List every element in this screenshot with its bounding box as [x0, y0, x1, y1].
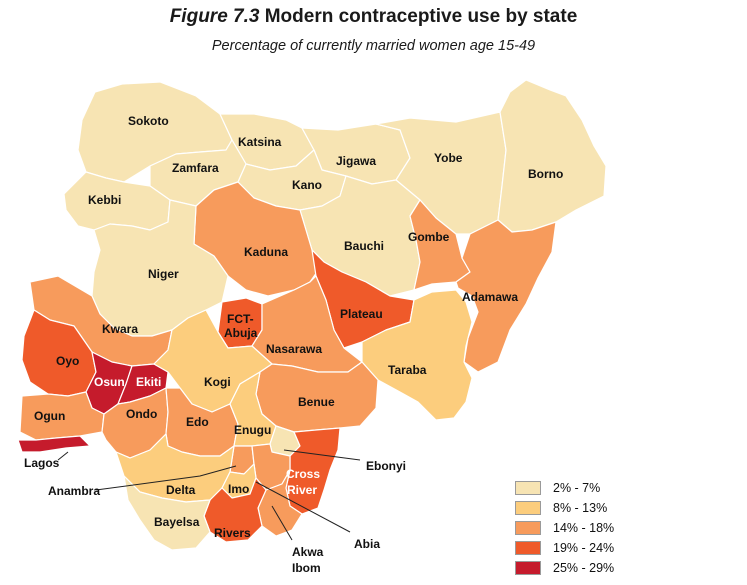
label-abia: Abia	[354, 537, 380, 551]
label-rivers: Rivers	[214, 526, 251, 540]
figure-number: Figure 7.3	[169, 6, 260, 27]
label-jigawa: Jigawa	[336, 154, 376, 168]
state-bayelsa[interactable]	[123, 475, 211, 551]
label-ogun: Ogun	[34, 409, 65, 423]
legend-item-class3: 14% - 18%	[515, 518, 614, 538]
legend-item-class5: 25% - 29%	[515, 558, 614, 578]
leader-line-anambra	[95, 465, 237, 491]
label-anambra: Anambra	[48, 484, 100, 498]
state-adamawa[interactable]	[455, 219, 557, 373]
leader-line-akwa-ibom	[271, 505, 293, 541]
legend-swatch-class5	[515, 561, 541, 575]
label-bauchi: Bauchi	[344, 239, 384, 253]
leader-line-ebonyi	[283, 449, 361, 461]
legend-item-class4: 19% - 24%	[515, 538, 614, 558]
label-osun: Osun	[94, 375, 125, 389]
label-ondo: Ondo	[126, 407, 157, 421]
label-imo: Imo	[228, 482, 249, 496]
label-fct-line2: Abuja	[224, 326, 258, 340]
label-lagos: Lagos	[24, 456, 60, 470]
label-kwara: Kwara	[102, 322, 138, 336]
map-legend: 2% - 7% 8% - 13% 14% - 18% 19% - 24% 25%…	[515, 478, 614, 578]
label-ekiti: Ekiti	[136, 375, 161, 389]
label-adamawa: Adamawa	[462, 290, 518, 304]
label-kogi: Kogi	[204, 375, 231, 389]
label-cross-river-line2: River	[287, 483, 317, 497]
label-katsina: Katsina	[238, 135, 282, 149]
label-kaduna: Kaduna	[244, 245, 288, 259]
label-plateau: Plateau	[340, 307, 383, 321]
legend-label-class5: 25% - 29%	[553, 561, 615, 575]
label-edo: Edo	[186, 415, 209, 429]
state-borno[interactable]	[497, 79, 607, 233]
label-yobe: Yobe	[434, 151, 463, 165]
label-gombe: Gombe	[408, 230, 450, 244]
legend-label-class1: 2% - 7%	[553, 481, 601, 495]
legend-swatch-class1	[515, 481, 541, 495]
legend-label-class4: 19% - 24%	[553, 541, 615, 555]
legend-item-class2: 8% - 13%	[515, 498, 614, 518]
legend-swatch-class2	[515, 501, 541, 515]
label-kebbi: Kebbi	[88, 193, 121, 207]
figure-title-text: Modern contraceptive use by state	[264, 6, 578, 27]
label-enugu: Enugu	[234, 423, 271, 437]
label-ebonyi: Ebonyi	[366, 459, 406, 473]
legend-swatch-class4	[515, 541, 541, 555]
label-oyo: Oyo	[56, 354, 79, 368]
label-delta: Delta	[166, 483, 196, 497]
label-akwa-ibom-line1: Akwa	[292, 545, 324, 559]
legend-swatch-class3	[515, 521, 541, 535]
legend-item-class1: 2% - 7%	[515, 478, 614, 498]
label-niger: Niger	[148, 267, 179, 281]
figure-title: Figure 7.3 Modern contraceptive use by s…	[0, 6, 747, 28]
label-bayelsa: Bayelsa	[154, 515, 200, 529]
label-fct-line1: FCT-	[227, 312, 254, 326]
legend-label-class3: 14% - 18%	[553, 521, 615, 535]
label-borno: Borno	[528, 167, 563, 181]
label-akwa-ibom-line2: Ibom	[292, 561, 321, 575]
label-kano: Kano	[292, 178, 322, 192]
label-taraba: Taraba	[388, 363, 427, 377]
leader-line-lagos	[57, 451, 69, 461]
leader-line-abia	[255, 481, 351, 533]
figure-subtitle: Percentage of currently married women ag…	[211, 38, 536, 54]
legend-label-class2: 8% - 13%	[553, 501, 608, 515]
label-benue: Benue	[298, 395, 335, 409]
label-nasarawa: Nasarawa	[266, 342, 322, 356]
label-zamfara: Zamfara	[172, 161, 219, 175]
label-cross-river-line1: Cross	[286, 467, 320, 481]
state-lagos[interactable]	[17, 435, 91, 453]
label-sokoto: Sokoto	[128, 114, 169, 128]
